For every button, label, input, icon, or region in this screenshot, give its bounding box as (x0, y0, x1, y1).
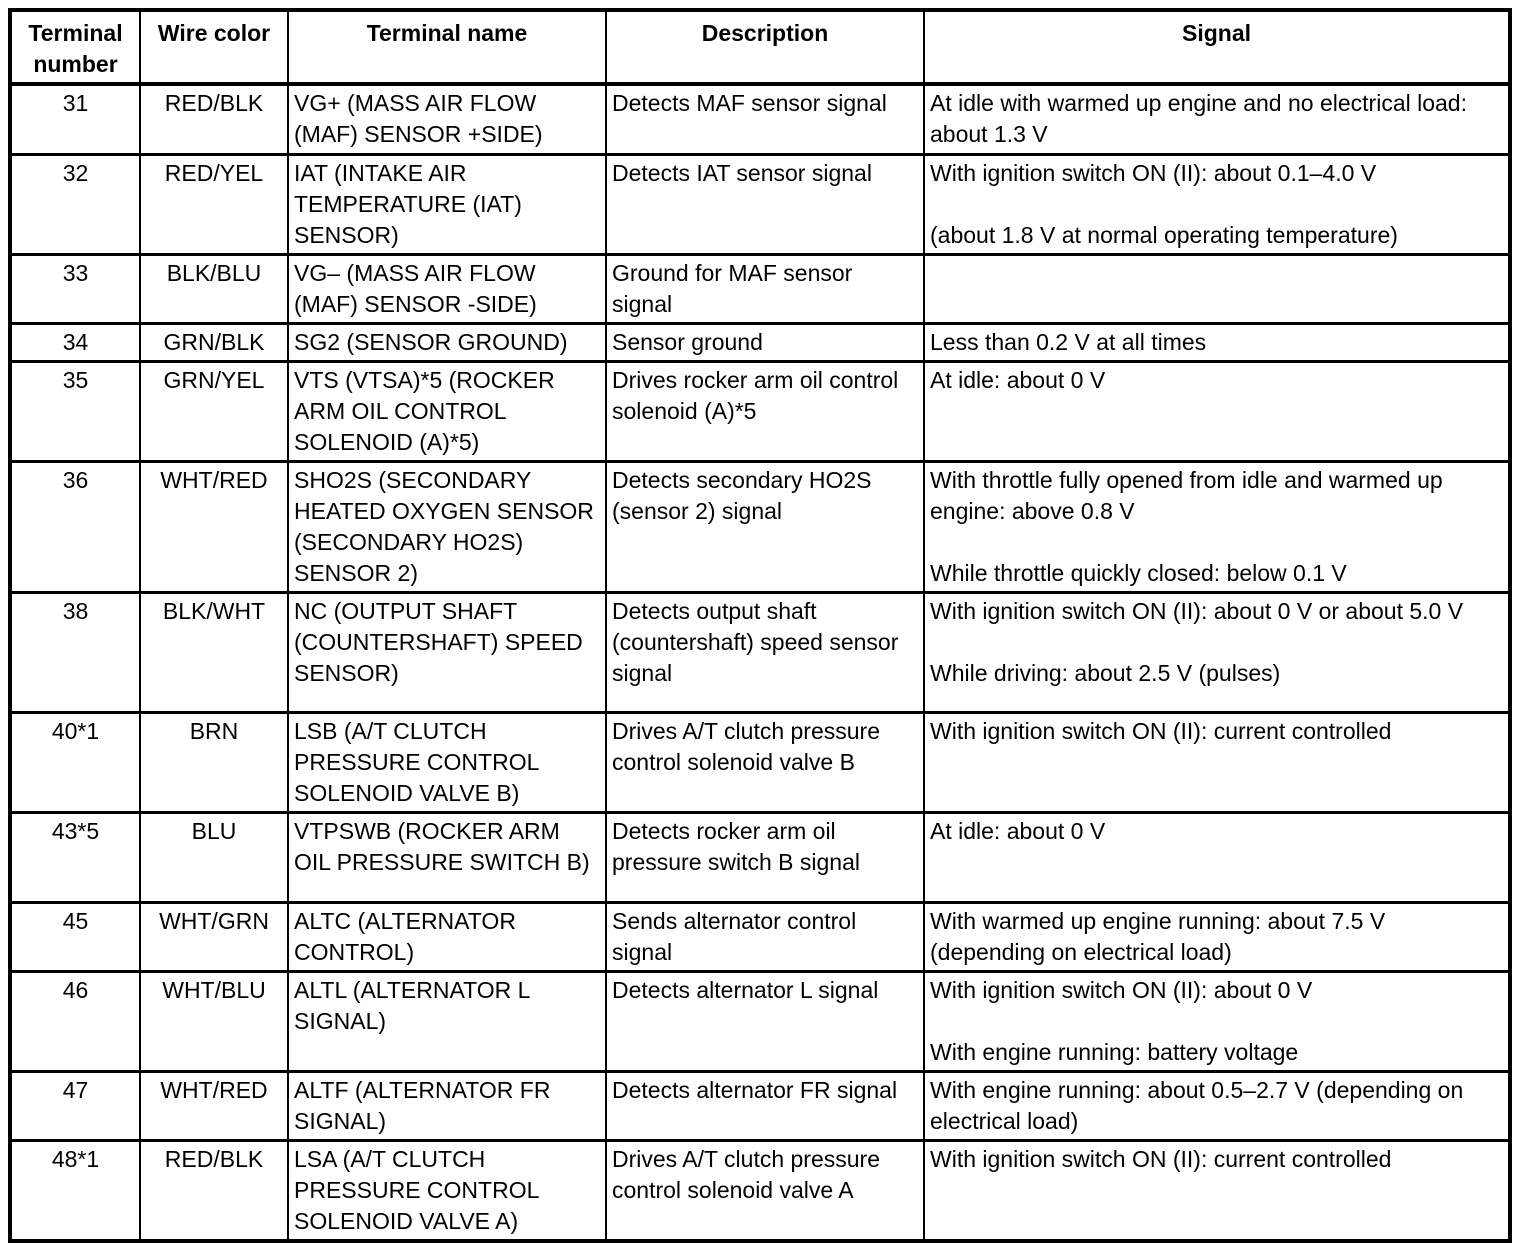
signal-cell: With ignition switch ON (II): about 0 V … (923, 590, 1511, 713)
table-row: 36 WHT/RED SHO2S (SECONDARY HEATED OXYGEN … (9, 459, 1511, 593)
wire-color-cell: BLK/BLU (139, 252, 289, 324)
terminal-number-cell: 47 (9, 1069, 141, 1141)
description-cell: Detects output shaft (countershaft) spee… (605, 590, 925, 713)
terminal-number-cell: 40*1 (9, 710, 141, 813)
table-row: 46 WHT/BLU ALTL (ALTERNATOR L SIGNAL) Detec… (9, 969, 1511, 1072)
terminal-name-cell: IAT (INTAKE AIR TEMPERATURE (IAT) SENSOR… (287, 152, 607, 255)
header-row: Terminal number Wire color Terminal name… (9, 9, 1511, 86)
table-row: 38 BLK/WHT NC (OUTPUT SHAFT (COUNTERSHAFT)… (9, 590, 1511, 713)
col-header-signal: Signal (923, 9, 1511, 86)
signal-cell: At idle with warmed up engine and no ele… (923, 82, 1511, 155)
wire-color-cell: RED/BLK (139, 1138, 289, 1242)
table-row: 40*1 BRN LSB (A/T CLUTCH PRESSURE CONTROL … (9, 710, 1511, 813)
signal-cell: At idle: about 0 V (923, 810, 1511, 903)
description-cell: Ground for MAF sensor signal (605, 252, 925, 324)
signal-cell: With ignition switch ON (II): current co… (923, 1138, 1511, 1242)
terminal-name-cell: VTPSWB (ROCKER ARM OIL PRESSURE SWITCH B… (287, 810, 607, 903)
terminal-number-cell: 32 (9, 152, 141, 255)
terminal-number-cell: 38 (9, 590, 141, 713)
wire-color-cell: WHT/BLU (139, 969, 289, 1072)
terminal-number-cell: 45 (9, 900, 141, 972)
wire-color-cell: WHT/RED (139, 459, 289, 593)
signal-cell: With throttle fully opened from idle and… (923, 459, 1511, 593)
terminal-name-cell: LSB (A/T CLUTCH PRESSURE CONTROL SOLENOI… (287, 710, 607, 813)
table-row: 43*5 BLU VTPSWB (ROCKER ARM OIL PRESSURE S… (9, 810, 1511, 903)
terminal-name-cell: VG+ (MASS AIR FLOW (MAF) SENSOR +SIDE) (287, 82, 607, 155)
terminal-name-cell: SG2 (SENSOR GROUND) (287, 321, 607, 362)
terminal-number-cell: 33 (9, 252, 141, 324)
wire-color-cell: RED/BLK (139, 82, 289, 155)
col-header-wire-color: Wire color (139, 9, 289, 86)
table-body: 31 RED/BLK VG+ (MASS AIR FLOW (MAF) SENSOR… (9, 82, 1511, 1242)
table-row: 45 WHT/GRN ALTC (ALTERNATOR CONTROL) Sends … (9, 900, 1511, 972)
terminal-number-cell: 36 (9, 459, 141, 593)
signal-cell: Less than 0.2 V at all times (923, 321, 1511, 362)
table-row: 47 WHT/RED ALTF (ALTERNATOR FR SIGNAL) Dete… (9, 1069, 1511, 1141)
terminal-number-cell: 46 (9, 969, 141, 1072)
terminal-number-cell: 43*5 (9, 810, 141, 903)
table-row: 48*1 RED/BLK LSA (A/T CLUTCH PRESSURE CONT… (9, 1138, 1511, 1242)
terminal-name-cell: VTS (VTSA)*5 (ROCKER ARM OIL CONTROL SOL… (287, 359, 607, 462)
signal-cell: With engine running: about 0.5–2.7 V (de… (923, 1069, 1511, 1141)
wire-color-cell: GRN/YEL (139, 359, 289, 462)
description-cell: Sensor ground (605, 321, 925, 362)
wire-color-cell: BLU (139, 810, 289, 903)
table-row: 34 GRN/BLK SG2 (SENSOR GROUND) Sensor groun… (9, 321, 1511, 362)
description-cell: Drives rocker arm oil control solenoid (… (605, 359, 925, 462)
wire-color-cell: WHT/RED (139, 1069, 289, 1141)
table-row: 31 RED/BLK VG+ (MASS AIR FLOW (MAF) SENSOR… (9, 82, 1511, 155)
table-row: 32 RED/YEL IAT (INTAKE AIR TEMPERATURE (IA… (9, 152, 1511, 255)
description-cell: Detects rocker arm oil pressure switch B… (605, 810, 925, 903)
description-cell: Detects alternator L signal (605, 969, 925, 1072)
description-cell: Detects alternator FR signal (605, 1069, 925, 1141)
wire-color-cell: GRN/BLK (139, 321, 289, 362)
terminal-signal-table: Terminal number Wire color Terminal name… (8, 8, 1512, 1243)
terminal-name-cell: VG– (MASS AIR FLOW (MAF) SENSOR -SIDE) (287, 252, 607, 324)
col-header-terminal-name: Terminal name (287, 9, 607, 86)
terminal-name-cell: NC (OUTPUT SHAFT (COUNTERSHAFT) SPEED SE… (287, 590, 607, 713)
wire-color-cell: BLK/WHT (139, 590, 289, 713)
signal-cell: With ignition switch ON (II): about 0.1–… (923, 152, 1511, 255)
description-cell: Drives A/T clutch pressure control solen… (605, 710, 925, 813)
signal-cell: With warmed up engine running: about 7.5… (923, 900, 1511, 972)
signal-cell: With ignition switch ON (II): current co… (923, 710, 1511, 813)
description-cell: Detects MAF sensor signal (605, 82, 925, 155)
terminal-name-cell: ALTC (ALTERNATOR CONTROL) (287, 900, 607, 972)
terminal-number-cell: 48*1 (9, 1138, 141, 1242)
terminal-name-cell: ALTF (ALTERNATOR FR SIGNAL) (287, 1069, 607, 1141)
col-header-description: Description (605, 9, 925, 86)
table-row: 35 GRN/YEL VTS (VTSA)*5 (ROCKER ARM OIL CO… (9, 359, 1511, 462)
wire-color-cell: BRN (139, 710, 289, 813)
terminal-name-cell: LSA (A/T CLUTCH PRESSURE CONTROL SOLENOI… (287, 1138, 607, 1242)
terminal-number-cell: 35 (9, 359, 141, 462)
signal-cell (923, 252, 1511, 324)
table-row: 33 BLK/BLU VG– (MASS AIR FLOW (MAF) SENSOR… (9, 252, 1511, 324)
terminal-number-cell: 31 (9, 82, 141, 155)
terminal-number-cell: 34 (9, 321, 141, 362)
description-cell: Detects IAT sensor signal (605, 152, 925, 255)
wire-color-cell: WHT/GRN (139, 900, 289, 972)
terminal-name-cell: ALTL (ALTERNATOR L SIGNAL) (287, 969, 607, 1072)
col-header-terminal-number: Terminal number (9, 9, 141, 86)
description-cell: Sends alternator control signal (605, 900, 925, 972)
signal-cell: With ignition switch ON (II): about 0 V … (923, 969, 1511, 1072)
wire-color-cell: RED/YEL (139, 152, 289, 255)
signal-cell: At idle: about 0 V (923, 359, 1511, 462)
description-cell: Drives A/T clutch pressure control solen… (605, 1138, 925, 1242)
description-cell: Detects secondary HO2S (sensor 2) signal (605, 459, 925, 593)
terminal-name-cell: SHO2S (SECONDARY HEATED OXYGEN SENSOR (S… (287, 459, 607, 593)
